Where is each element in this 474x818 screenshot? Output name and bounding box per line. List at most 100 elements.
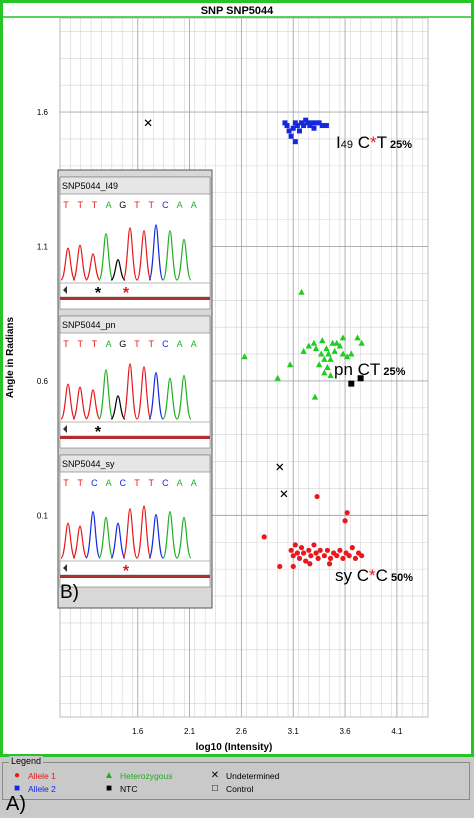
legend-item: ■ Allele 2 (11, 784, 56, 795)
data-point (305, 120, 311, 126)
base-call: A (191, 200, 197, 210)
snp-marker: * (123, 563, 130, 580)
data-point (305, 342, 312, 349)
data-point (261, 534, 267, 540)
data-point (318, 350, 325, 357)
x-marker-stroke (276, 463, 284, 471)
data-point (298, 288, 305, 295)
data-point (334, 553, 340, 559)
trace-name: SNP5044_I49 (62, 181, 118, 191)
x-marker-stroke (280, 490, 288, 498)
data-point (327, 555, 334, 561)
series-ntc (348, 375, 364, 387)
data-point (292, 542, 298, 548)
chart-title: SNP SNP5044 (201, 5, 274, 17)
data-point (316, 120, 322, 126)
series-allele-1 (261, 493, 365, 570)
legend-label: Heterozygous (120, 771, 173, 781)
trace-peak (148, 224, 164, 281)
trace-header (59, 315, 211, 334)
data-point (313, 550, 319, 556)
x-tick-label: 4.1 (391, 727, 403, 736)
base-call: T (134, 200, 140, 210)
legend-label: Undetermined (226, 771, 280, 781)
x-tick-label: 3.6 (340, 727, 352, 736)
data-point (333, 339, 340, 346)
base-call: T (134, 478, 140, 488)
trace-peak (122, 508, 138, 559)
annotation-part: 25% (387, 139, 412, 151)
data-point (309, 120, 315, 126)
annotation-part: 49 (341, 139, 353, 151)
cluster-annotation: pn CT 25% (334, 360, 406, 379)
data-point (294, 550, 300, 556)
legend-marker: ✕ (210, 770, 220, 781)
data-point (327, 355, 334, 362)
trace-peak (162, 510, 178, 559)
data-point (359, 553, 365, 559)
base-call: T (148, 478, 154, 488)
data-point (274, 374, 281, 381)
data-point (241, 353, 248, 360)
data-point (329, 339, 336, 346)
data-point (352, 555, 359, 561)
data-point (324, 547, 331, 553)
x-tick-label: 2.1 (184, 727, 196, 736)
data-point (315, 555, 321, 561)
data-point (280, 490, 288, 498)
base-call: C (162, 339, 169, 349)
data-point (306, 547, 312, 553)
annotation-part: CT (353, 360, 380, 379)
data-point (313, 120, 319, 126)
data-point (296, 555, 303, 561)
data-point (288, 547, 294, 553)
data-point (321, 355, 328, 362)
trace-header (59, 454, 211, 473)
data-point (290, 563, 296, 570)
base-call: T (148, 200, 154, 210)
base-call: A (191, 339, 197, 349)
annotation-part: 50% (388, 572, 413, 584)
base-call: C (91, 478, 98, 488)
trace-peak (110, 259, 126, 281)
data-point (340, 555, 346, 561)
scroll-left-arrow (63, 564, 67, 572)
trace-peak (60, 383, 76, 420)
snp-marker: * (123, 285, 130, 302)
series-heterozygous (241, 288, 365, 400)
y-tick-label: 0.1 (37, 511, 49, 520)
data-point (310, 339, 318, 346)
data-point (290, 553, 296, 559)
data-point (315, 361, 323, 368)
cluster-annotation: I49 C*T 25% (336, 133, 412, 152)
data-point (301, 550, 307, 556)
data-point (319, 337, 326, 344)
panel-label-b: B) (60, 582, 79, 603)
base-call: T (63, 200, 69, 210)
annotation-part: T (377, 133, 387, 152)
trace-header (59, 176, 211, 195)
trace-peak (85, 510, 101, 559)
x-tick-label: 3.1 (288, 727, 300, 736)
trace-scrollbar (59, 421, 211, 437)
trace-peak (176, 238, 192, 281)
trace-peak (72, 244, 88, 281)
data-point (282, 120, 288, 126)
legend-item: ▲ Heterozygous (103, 771, 173, 782)
data-point (321, 553, 327, 559)
trace-peak (98, 369, 114, 420)
x-marker-stroke (144, 119, 152, 127)
data-point (276, 463, 284, 471)
data-point (348, 350, 355, 357)
x-tick-label: 1.6 (132, 727, 144, 736)
base-call: A (177, 200, 183, 210)
annotation-part: pn (334, 360, 353, 379)
base-call: T (77, 339, 83, 349)
data-point (284, 123, 290, 129)
annotation-part: C (376, 566, 388, 585)
base-call: A (177, 478, 183, 488)
annotation-part: I (336, 133, 341, 152)
data-point (349, 545, 355, 551)
trace-scrollbar (59, 282, 211, 298)
